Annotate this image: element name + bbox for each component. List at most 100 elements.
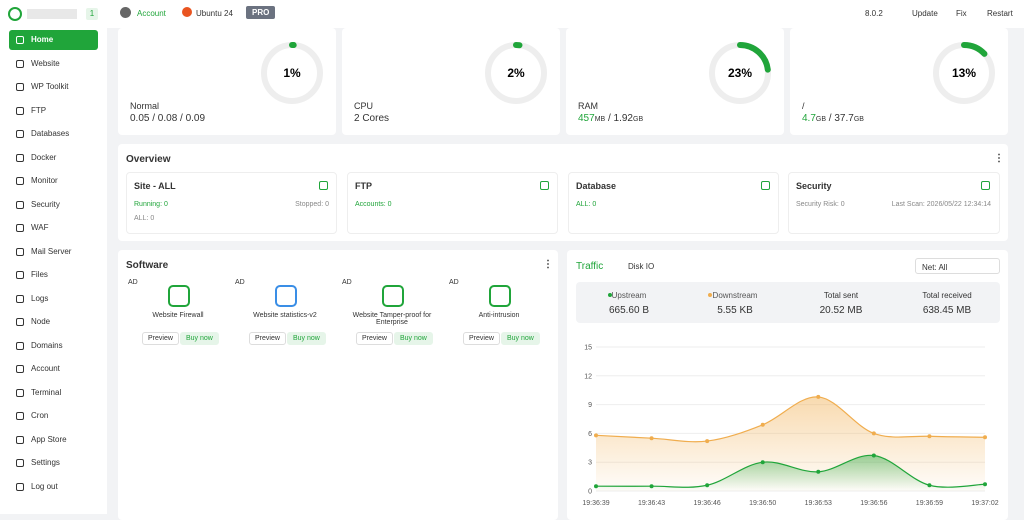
- overview-icon: [319, 181, 328, 190]
- summary-value: 20.52 MB: [819, 305, 863, 316]
- gauge-value: 1%: [283, 66, 301, 80]
- menu-icon: [16, 388, 24, 397]
- menu-item[interactable]: App Store: [9, 429, 98, 450]
- software-name: Website statistics-v2: [253, 312, 317, 319]
- more[interactable]: ⋮: [994, 153, 1004, 164]
- menu-item[interactable]: WAF: [9, 218, 98, 238]
- software-name: Website Firewall: [152, 312, 204, 319]
- gauge: 23%: [709, 42, 771, 104]
- preview-button[interactable]: Preview: [249, 332, 286, 345]
- stat-detail: 0.05 / 0.08 / 0.09: [130, 113, 206, 124]
- point: [594, 484, 598, 489]
- buy-button[interactable]: Buy now: [287, 332, 326, 345]
- traffic-title[interactable]: Traffic: [576, 261, 604, 272]
- menu-item[interactable]: Domains: [9, 335, 98, 356]
- preview-button[interactable]: Preview: [356, 332, 393, 345]
- restart[interactable]: Restart: [987, 9, 1013, 18]
- menu-item[interactable]: Terminal: [9, 382, 98, 403]
- y-tick-label: 0: [588, 489, 592, 496]
- software-name: Website Tamper-proof for Enterprise: [352, 312, 432, 326]
- menu-item[interactable]: Log out: [9, 476, 98, 497]
- stat-total_unit: GB: [633, 116, 644, 123]
- overview-card[interactable]: [568, 172, 779, 234]
- software-name: Anti-intrusion: [478, 312, 520, 319]
- menu-item[interactable]: Cron: [9, 406, 98, 426]
- menu-item[interactable]: Files: [9, 265, 98, 285]
- software-icon: [382, 285, 404, 307]
- ad-label: AD: [342, 279, 352, 286]
- overview-stat: Last Scan: 2026/05/22 12:34:14: [891, 201, 991, 208]
- y-tick-label: 15: [584, 345, 592, 352]
- net-select[interactable]: Net: All: [915, 258, 1000, 274]
- preview-button[interactable]: Preview: [142, 332, 179, 345]
- menu-item[interactable]: Home: [9, 30, 98, 50]
- overview-card[interactable]: [126, 172, 337, 234]
- point: [983, 435, 987, 440]
- buy-button[interactable]: Buy now: [180, 332, 219, 345]
- gauge: 1%: [261, 42, 323, 104]
- account[interactable]: Account: [137, 9, 166, 18]
- summary-value: 5.55 KB: [717, 305, 753, 316]
- buy-button[interactable]: Buy now: [394, 332, 433, 345]
- overview-card[interactable]: [347, 172, 558, 234]
- overview-card-title: Database: [576, 181, 617, 191]
- menu-icon: [16, 365, 24, 373]
- menu-icon: [16, 59, 24, 68]
- more[interactable]: ⋮: [543, 259, 553, 270]
- overview-stat: Security Risk: 0: [796, 201, 845, 208]
- version: 8.0.2: [865, 9, 883, 18]
- menu-item[interactable]: Settings: [9, 453, 98, 473]
- menu-item[interactable]: Monitor: [9, 171, 98, 191]
- menu-item[interactable]: Mail Server: [9, 241, 98, 262]
- summary-value: 665.60 B: [608, 305, 650, 316]
- y-tick-label: 9: [588, 402, 592, 409]
- stat-used_unit: GB: [815, 116, 827, 123]
- point: [705, 483, 710, 488]
- menu-icon: [16, 271, 24, 279]
- os-icon: [182, 7, 192, 17]
- menu-item[interactable]: Logs: [9, 288, 98, 309]
- y-tick-label: 6: [588, 431, 592, 438]
- menu-item[interactable]: WP Toolkit: [9, 77, 98, 97]
- disk-io-tab[interactable]: Disk IO: [628, 262, 655, 271]
- menu-icon: [16, 36, 24, 44]
- stat-detail: 4.7GB / 37.7GB: [802, 113, 864, 124]
- y-tick-label: 3: [588, 460, 592, 467]
- menu-item[interactable]: Databases: [9, 124, 98, 144]
- menu-item[interactable]: Docker: [9, 147, 98, 168]
- stat-total: / 37.7: [826, 113, 854, 124]
- menu-icon: [16, 318, 24, 326]
- overview-icon: [761, 181, 770, 190]
- gauge: 13%: [933, 42, 995, 104]
- stat-label: Normal: [130, 101, 160, 111]
- server-name: [27, 9, 77, 19]
- overview-stat: ALL: 0: [134, 215, 155, 222]
- gauge: 2%: [485, 42, 547, 104]
- logo: [8, 7, 22, 21]
- gauge-arc: [933, 42, 995, 104]
- point: [760, 460, 765, 465]
- overview-stat: Running: 0: [134, 201, 168, 208]
- area: [596, 455, 985, 491]
- overview-card[interactable]: [788, 172, 1000, 234]
- menu-item[interactable]: FTP: [9, 100, 98, 121]
- menu-item[interactable]: Node: [9, 312, 98, 332]
- menu-item[interactable]: Security: [9, 194, 98, 215]
- ad-label: AD: [235, 279, 245, 286]
- summary-label: Downstream: [712, 291, 758, 300]
- x-tick-label: 19:36:39: [582, 500, 609, 507]
- traffic-chart: 0 3 6 9 12 15 19:36:39 19:36:43 19:36:46 19:36:50…: [582, 345, 998, 508]
- point: [705, 439, 710, 444]
- update[interactable]: Update: [912, 9, 938, 18]
- summary-label: Total received: [922, 291, 972, 300]
- fix[interactable]: Fix: [956, 9, 967, 18]
- menu-icon: [16, 341, 24, 350]
- menu-item[interactable]: Website: [9, 53, 98, 74]
- x-tick-label: 19:37:02: [971, 500, 998, 507]
- menu-item[interactable]: Account: [9, 359, 98, 379]
- buy-button[interactable]: Buy now: [501, 332, 540, 345]
- gauge-value: 13%: [952, 66, 976, 80]
- preview-button[interactable]: Preview: [463, 332, 500, 345]
- stat-used: 457: [578, 113, 595, 124]
- pro[interactable]: PRO: [246, 6, 276, 19]
